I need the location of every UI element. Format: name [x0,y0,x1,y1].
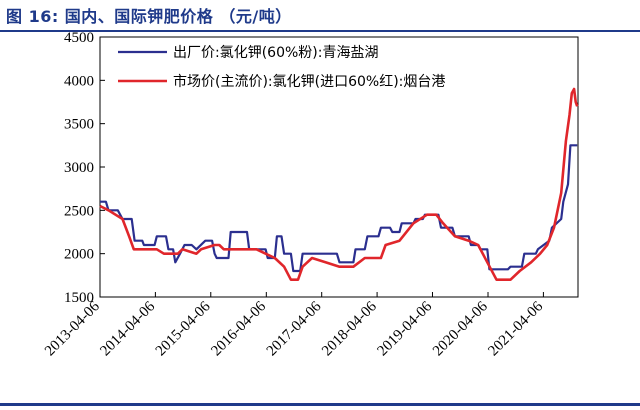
y-tick-label: 2500 [64,203,94,219]
x-tick-label: 2020-04-06 [430,298,491,359]
legend-label-2: 市场价(主流价):氯化钾(进口60%红):烟台港 [173,73,445,90]
x-tick-label: 2015-04-06 [153,298,214,359]
x-tick-label: 2019-04-06 [374,298,435,359]
y-tick-label: 4000 [64,73,94,89]
series-line-1 [100,144,578,273]
x-tick-label: 2013-04-06 [42,298,103,359]
x-tick-label: 2017-04-06 [264,298,325,359]
title-divider [0,30,640,32]
x-tick-label: 2021-04-06 [485,298,546,359]
legend: 出厂价:氯化钾(60%粉):青海盐湖市场价(主流价):氯化钾(进口60%红):烟… [118,45,445,90]
y-tick-label: 4500 [64,30,94,46]
bottom-divider [0,403,640,406]
series-layer [99,87,579,282]
x-axis: 2013-04-062014-04-062015-04-062016-04-06… [42,292,547,359]
figure-title: 图 16: 国内、国际钾肥价格 （元/吨） [6,7,292,26]
y-tick-label: 3500 [64,117,94,133]
x-tick-label: 2018-04-06 [319,298,380,359]
x-tick-label: 2016-04-06 [208,298,269,359]
y-tick-label: 1500 [64,290,94,306]
y-tick-label: 2000 [64,247,94,263]
x-tick-label: 2014-04-06 [97,298,158,359]
y-tick-label: 3000 [64,160,94,176]
series-line-2 [99,87,579,282]
legend-label-1: 出厂价:氯化钾(60%粉):青海盐湖 [173,45,378,61]
y-axis: 1500 2000 2500 3000 3500 4000 4500 [64,30,105,306]
